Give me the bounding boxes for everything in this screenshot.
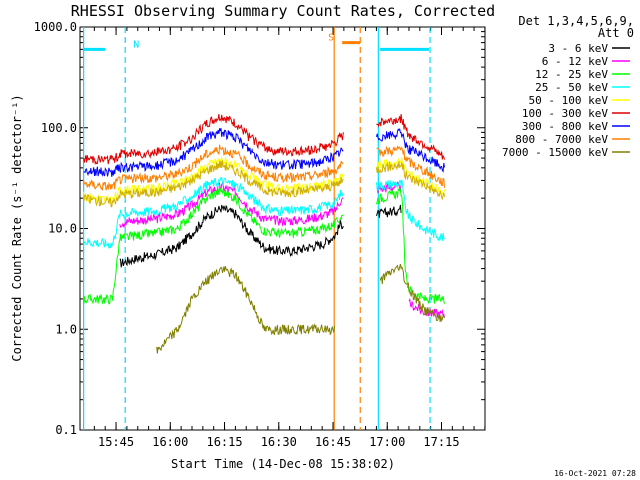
y-tick-label: 1000.0 (34, 20, 77, 34)
legend-label: 300 - 800 keV (522, 120, 608, 133)
legend-label: 3 - 6 keV (548, 42, 608, 55)
x-tick-label: 16:15 (206, 435, 242, 449)
series-line (83, 144, 445, 191)
x-tick-label: 16:45 (315, 435, 351, 449)
x-tick-label: 16:00 (152, 435, 188, 449)
plot-frame (79, 26, 486, 431)
x-tick-label: 17:00 (369, 435, 405, 449)
legend-label: 50 - 100 keV (529, 94, 609, 107)
annotation-flag: S (328, 33, 334, 44)
x-tick-label: 17:15 (423, 435, 459, 449)
legend-label: 25 - 50 keV (535, 81, 608, 94)
series-line (119, 204, 402, 268)
x-tick-label: 16:30 (261, 435, 297, 449)
chart-title: RHESSI Observing Summary Count Rates, Co… (71, 2, 495, 20)
y-tick-label: 100.0 (41, 121, 77, 135)
x-tick-label: 15:45 (98, 435, 134, 449)
series-line (83, 185, 445, 305)
legend-label: 7000 - 15000 keV (502, 146, 608, 159)
legend-label: 12 - 25 keV (535, 68, 608, 81)
y-tick-label: 10.0 (48, 222, 77, 236)
y-tick-label: 0.1 (55, 423, 77, 437)
legend-header-line1: Det 1,3,4,5,6,9, (518, 14, 634, 28)
series-line (83, 128, 445, 178)
series-line (119, 181, 445, 319)
series-line (83, 160, 445, 208)
annotation-flag: N (133, 39, 139, 50)
y-tick-label: 1.0 (55, 322, 77, 336)
legend-header-line2: Att 0 (598, 26, 634, 40)
y-axis-label: Corrected Count Rate (s⁻¹ detector⁻¹) (10, 94, 24, 361)
series-line (156, 263, 445, 354)
legend-label: 800 - 7000 keV (515, 133, 608, 146)
x-axis-label: Start Time (14-Dec-08 15:38:02) (171, 457, 395, 471)
timestamp-stamp: 16-Oct-2021 07:28 (554, 469, 636, 478)
legend-label: 100 - 300 keV (522, 107, 608, 120)
series-line (83, 114, 445, 166)
plot-area: 1000.0 100.0 10.0 1.0 0.1 15:45 16:00 16:15 16:3… (34, 20, 486, 449)
legend-label: 6 - 12 keV (542, 55, 609, 68)
series-line (83, 176, 445, 249)
